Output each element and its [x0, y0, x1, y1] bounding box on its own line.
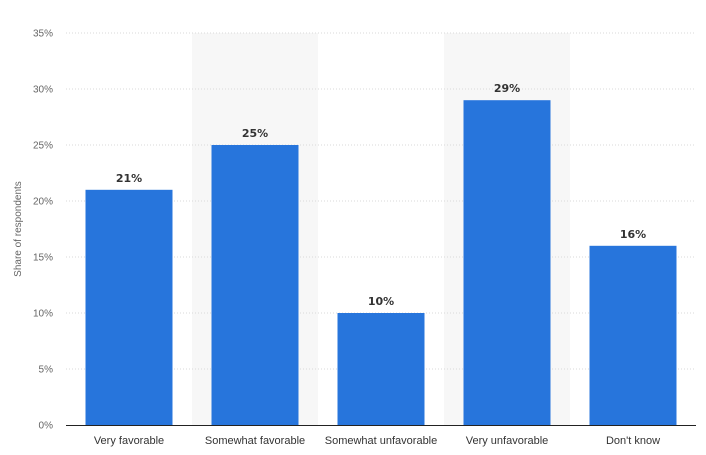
y-tick-label-35: 35%: [33, 29, 53, 40]
y-axis-title: Share of respondents: [13, 181, 24, 277]
category-label-1: Somewhat favorable: [205, 435, 305, 447]
category-label-4: Don't know: [606, 435, 660, 447]
category-label-0: Very favorable: [94, 435, 164, 447]
value-label-3: 29%: [494, 82, 520, 95]
value-labels: 21% 25% 10% 29% 16%: [116, 82, 646, 308]
value-label-4: 16%: [620, 228, 646, 241]
y-axis-ticks: 0% 5% 10% 15% 20% 25% 30% 35%: [33, 29, 53, 432]
y-tick-label-5: 5%: [39, 365, 54, 376]
bar-3: [463, 100, 551, 425]
y-tick-label-25: 25%: [33, 141, 53, 152]
bar-1: [211, 145, 299, 425]
category-label-2: Somewhat unfavorable: [325, 435, 438, 447]
value-label-0: 21%: [116, 172, 142, 185]
y-tick-label-0: 0%: [39, 421, 54, 432]
y-tick-label-20: 20%: [33, 197, 53, 208]
category-label-3: Very unfavorable: [466, 435, 549, 447]
y-tick-label-30: 30%: [33, 85, 53, 96]
value-label-2: 10%: [368, 295, 394, 308]
bars: [85, 100, 677, 425]
category-labels: Very favorable Somewhat favorable Somewhat…: [94, 435, 660, 447]
value-label-1: 25%: [242, 127, 268, 140]
y-tick-label-15: 15%: [33, 253, 53, 264]
bar-0: [85, 189, 173, 425]
y-tick-label-10: 10%: [33, 309, 53, 320]
bar-2: [337, 313, 425, 425]
bar-4: [589, 245, 677, 425]
